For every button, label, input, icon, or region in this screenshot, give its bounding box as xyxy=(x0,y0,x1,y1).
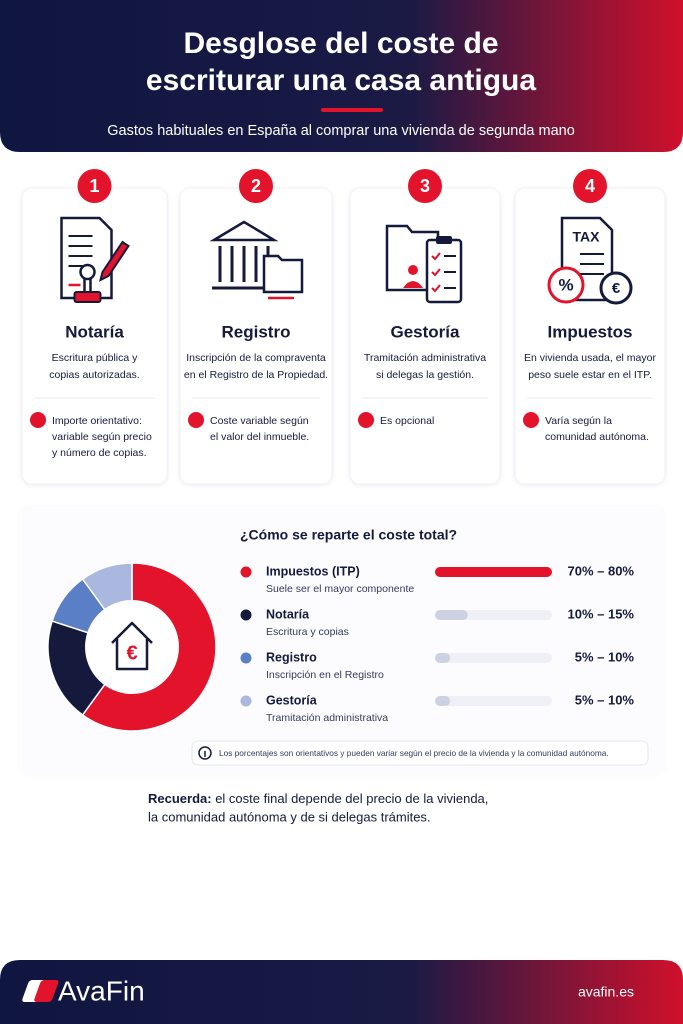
legend-dot xyxy=(240,652,252,664)
item-label: Gestoría xyxy=(266,693,318,707)
breakdown-title: ¿Cómo se reparte el coste total? xyxy=(240,527,457,543)
title: escriturar una casa antigua xyxy=(146,64,536,97)
icon xyxy=(385,224,440,292)
icon xyxy=(262,254,304,294)
title: Desglose del coste de xyxy=(183,27,498,60)
step-badge xyxy=(239,169,273,203)
step-description: si delegas la gestión. xyxy=(376,369,474,381)
icon xyxy=(547,266,585,304)
step-badge xyxy=(573,169,607,203)
reminder: Recuerda: el coste final depende del pre… xyxy=(148,791,488,806)
legend-dot xyxy=(240,695,252,707)
step-badge xyxy=(77,169,112,203)
item-note: Tramitación administrativa xyxy=(266,712,388,724)
bar xyxy=(435,567,552,577)
icon-label: TAX xyxy=(573,229,601,245)
icon xyxy=(431,284,441,293)
item-note: Suele ser el mayor componente xyxy=(266,583,414,595)
item-range: 5% – 10% xyxy=(575,692,635,707)
note-dot xyxy=(188,412,204,428)
bar xyxy=(435,610,468,620)
step-note: el valor del inmueble. xyxy=(210,431,309,443)
step-number: 2 xyxy=(251,176,261,196)
step-title: Gestoría xyxy=(391,322,461,341)
donut-hole xyxy=(85,600,179,694)
icon xyxy=(83,279,92,292)
icon xyxy=(431,252,441,261)
step-note: Coste variable según xyxy=(210,415,309,427)
info-icon xyxy=(198,746,212,760)
step-description: en el Registro de la Propiedad. xyxy=(184,369,328,381)
reminder-line: la comunidad autónoma y de si delegas tr… xyxy=(148,809,431,824)
bar xyxy=(435,696,451,706)
brand: AvaFin xyxy=(58,975,145,1006)
step-note: comunidad autónoma. xyxy=(545,431,649,443)
note-dot xyxy=(358,412,374,428)
icon-label: % xyxy=(558,275,573,294)
bar-track xyxy=(435,653,552,663)
step-description: Escritura pública y xyxy=(52,352,139,364)
step-note: Es opcional xyxy=(380,415,434,427)
step-description: Tramitación administrativa xyxy=(364,352,486,364)
bar-track xyxy=(435,696,552,706)
url: avafin.es xyxy=(578,984,634,1000)
step-note: y número de copias. xyxy=(52,447,147,459)
step-title: Notaría xyxy=(65,322,124,341)
reminder-line: el coste final depende del precio de la … xyxy=(215,791,488,806)
title-underline xyxy=(321,108,383,112)
icon xyxy=(209,220,279,242)
step-title: Impuestos xyxy=(547,322,632,341)
item-label: Notaría xyxy=(266,607,310,621)
item-note: Escritura y copias xyxy=(266,626,349,638)
disclaimer: Los porcentajes son orientativos y puede… xyxy=(219,748,609,758)
icon xyxy=(599,271,633,305)
item-note: Inscripción en el Registro xyxy=(266,669,384,681)
icon xyxy=(99,240,130,282)
icon xyxy=(431,268,441,277)
step-badge xyxy=(408,169,442,203)
house-icon xyxy=(111,621,153,671)
house-symbol: € xyxy=(126,642,137,664)
step-note: Importe orientativo: xyxy=(52,415,142,427)
step-card: 1 Notaría Escritura pública y copias autori… xyxy=(21,169,168,485)
reminder-lead: Recuerda: xyxy=(148,791,212,806)
step-description: copias autorizadas. xyxy=(49,369,139,381)
step-note: variable según precio xyxy=(52,431,152,443)
item-label: Impuestos (ITP) xyxy=(266,564,360,578)
item-range: 10% – 15% xyxy=(568,606,635,621)
icon xyxy=(73,291,102,303)
step-description: Inscripción de la compraventa xyxy=(186,352,326,364)
subtitle: Gastos habituales en España al comprar u… xyxy=(107,123,575,139)
note-dot xyxy=(523,412,539,428)
icon xyxy=(403,281,423,288)
step-description: En vivienda usada, el mayor xyxy=(524,352,656,364)
legend-dot xyxy=(240,609,252,621)
step-number: 1 xyxy=(89,176,99,196)
icon xyxy=(79,263,96,281)
steps: 1 Notaría Escritura pública y copias autori… xyxy=(21,169,666,485)
step-card: 2 Registro Inscripción de la compraventa en… xyxy=(179,169,333,485)
disclaimer-box xyxy=(191,740,649,766)
footer-band xyxy=(0,960,683,1024)
step-description: peso suele estar en el ITP. xyxy=(528,369,652,381)
icon xyxy=(408,265,418,275)
step-number: 4 xyxy=(585,176,595,196)
icon-label: € xyxy=(612,280,621,297)
step-card: 3 Gestoría Tramitación administrativa si de… xyxy=(349,169,501,485)
note-dot xyxy=(30,412,46,428)
header-band xyxy=(0,0,683,152)
item-range: 70% – 80% xyxy=(568,563,635,578)
logo-icon xyxy=(22,980,59,1002)
icon xyxy=(436,236,452,244)
step-note: Varía según la xyxy=(545,415,612,427)
step-title: Registro xyxy=(222,322,291,341)
breakdown: ¿Cómo se reparte el coste total? € Impuest… xyxy=(18,505,666,777)
step-number: 3 xyxy=(420,176,430,196)
item-range: 5% – 10% xyxy=(575,649,635,664)
bar xyxy=(435,653,451,663)
step-card: 4 TAX% € Impuestos En vivienda usada, el may… xyxy=(514,169,666,485)
item-label: Registro xyxy=(266,650,317,664)
legend-dot xyxy=(240,566,252,578)
